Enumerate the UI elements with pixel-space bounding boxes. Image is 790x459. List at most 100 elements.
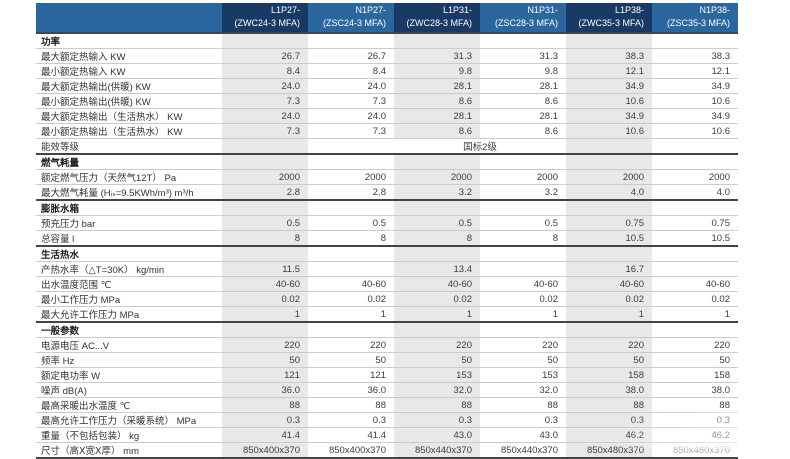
table-row: 最小工作压力 MPa 0.02 0.02 0.02 0.02 0.02 0.02 — [36, 291, 738, 307]
spec-cell: 0.3 — [394, 412, 480, 428]
spec-cell — [222, 138, 308, 154]
row-label: 出水温度范围 ℃ — [41, 280, 112, 291]
spec-cell: 88 — [566, 397, 652, 413]
section-empty-cell — [394, 154, 480, 170]
spec-cell: 34.9 — [566, 108, 652, 124]
spec-cell: 12.1 — [711, 65, 731, 77]
spec-cell: 8 — [552, 232, 558, 244]
table-row: 最小额定热输出（生活热水） KW 7.3 7.3 8.6 8.6 10.6 10.6 — [36, 123, 738, 139]
spec-cell: 153 — [394, 367, 480, 383]
column-header-model: N1P31- — [527, 5, 558, 16]
row-label: 最大允许工作压力 MPa — [41, 310, 140, 321]
spec-cell: 2000 — [222, 169, 308, 185]
spec-cell: 10.6 — [566, 93, 652, 109]
row-label: 额定燃气压力（天然气12T） Pa — [41, 173, 177, 184]
row-label: 电源电压 AC...V — [41, 341, 110, 352]
column-header-model: L1P38- — [614, 5, 644, 16]
spec-cell: 11.5 — [222, 261, 308, 277]
column-header-model: L1P31- — [442, 5, 472, 16]
spec-cell: 24.0 — [222, 78, 308, 94]
spec-cell: 8.6 — [394, 93, 480, 109]
section-empty-cell — [480, 322, 566, 338]
row-label: 最大额定热输入 KW — [41, 52, 126, 63]
spec-cell: 850x440x370 — [394, 442, 480, 458]
spec-cell: 38.0 — [711, 384, 731, 396]
section-empty-cell — [394, 322, 480, 338]
spec-cell: 16.7 — [566, 261, 652, 277]
table-row: 最大额定热输出（生活热水） KW 24.0 24.0 28.1 28.1 34.9 34.9 — [36, 108, 738, 124]
spec-cell: 88 — [222, 397, 308, 413]
spec-cell — [652, 262, 738, 277]
spec-cell: 1 — [394, 306, 480, 322]
spec-cell: 850x440x370 — [500, 444, 558, 456]
section-empty-cell — [480, 33, 566, 49]
spec-cell: 850x480x370 — [566, 442, 652, 458]
row-label: 最小额定热输入 KW — [41, 67, 126, 78]
spec-cell: 32.0 — [539, 384, 559, 396]
table-row: 最大燃气耗量 (Hᵢₛ=9.5KWh/m³) m³/h 2.8 2.8 3.2 3.2 4… — [36, 184, 738, 200]
spec-cell: 40-60 — [361, 278, 386, 290]
table-row: 额定电功率 W 121 121 153 153 158 158 — [36, 367, 738, 383]
spec-cell: 3.2 — [544, 186, 558, 198]
column-header-model: N1P38- — [699, 5, 730, 16]
spec-cell: 10.6 — [711, 95, 731, 107]
spec-cell — [652, 139, 738, 155]
table-row: 最小额定热输入 KW 8.4 8.4 9.8 9.8 12.1 12.1 — [36, 63, 738, 79]
spec-cell: 34.9 — [711, 110, 731, 122]
spec-cell: 12.1 — [566, 63, 652, 79]
section-empty-cell — [308, 154, 394, 170]
spec-cell: 40-60 — [533, 278, 558, 290]
spec-cell: 43.0 — [394, 427, 480, 443]
row-label: 额定电功率 W — [41, 371, 101, 382]
row-label: 预充压力 bar — [41, 219, 96, 230]
spec-cell: 0.5 — [222, 215, 308, 231]
section-title: 功率 — [41, 37, 61, 48]
spec-cell: 0.02 — [539, 293, 559, 305]
section-title: 生活热水 — [41, 250, 80, 261]
section-empty-cell — [480, 200, 566, 216]
spec-cell: 0.3 — [222, 412, 308, 428]
spec-cell: 0.5 — [544, 217, 558, 229]
spec-cell: 10.6 — [566, 123, 652, 139]
spec-cell: 41.4 — [222, 427, 308, 443]
spec-cell: 0.75 — [566, 215, 652, 231]
row-label: 最大额定热输出(供暖) KW — [41, 82, 151, 93]
header-label-cell — [36, 3, 222, 33]
table-header: L1P27- (ZWC24-3 MFA) N1P27- (ZSC24-3 MFA) L1… — [36, 3, 738, 33]
spec-cell: 4.0 — [716, 186, 730, 198]
spec-cell: 31.3 — [394, 48, 480, 64]
section-title: 一般参数 — [41, 326, 80, 337]
column-header: N1P31- (ZSC28-3 MFA) — [480, 3, 566, 33]
column-header-code: (ZSC24-3 MFA) — [322, 17, 386, 28]
merged-value-cell: 国标2级 — [463, 142, 497, 153]
spec-cell: 31.3 — [539, 50, 559, 62]
section-empty-cell — [222, 33, 308, 49]
spec-cell: 0.3 — [716, 414, 730, 426]
spec-cell: 8 — [380, 232, 386, 244]
spec-cell: 46.2 — [566, 427, 652, 443]
spec-cell: 50 — [566, 352, 652, 368]
table-row: 最大允许工作压力 MPa 1 1 1 1 1 1 — [36, 306, 738, 322]
spec-cell: 50 — [394, 352, 480, 368]
column-header-code: (ZWC35-3 MFA) — [578, 17, 644, 28]
row-label: 最小额定热输出(供暖) KW — [41, 97, 151, 108]
spec-cell: 88 — [394, 397, 480, 413]
row-label: 最小额定热输出（生活热水） KW — [41, 127, 183, 138]
section-empty-cell — [394, 200, 480, 216]
table-row: 最小额定热输出(供暖) KW 7.3 7.3 8.6 8.6 10.6 10.6 — [36, 93, 738, 109]
spec-cell: 40-60 — [394, 276, 480, 292]
section-empty-cell — [222, 200, 308, 216]
section-row: 一般参数 — [36, 322, 738, 338]
spec-cell: 8.6 — [544, 125, 558, 137]
spec-cell: 8 — [394, 230, 480, 246]
spec-cell: 1 — [380, 308, 386, 320]
section-empty-cell — [308, 246, 394, 262]
table-row: 噪声 dB(A) 36.0 36.0 32.0 32.0 38.0 38.0 — [36, 382, 738, 398]
row-label: 产热水率（△T=30K） kg/min — [41, 265, 165, 276]
section-empty-cell — [566, 154, 652, 170]
spec-table: L1P27- (ZWC24-3 MFA) N1P27- (ZSC24-3 MFA) L1… — [36, 3, 738, 459]
table-row: 最高允许工作压力（采暖系统） MPa 0.3 0.3 0.3 0.3 0.3 0.3 — [36, 412, 738, 428]
section-empty-cell — [566, 33, 652, 49]
spec-cell: 28.1 — [394, 108, 480, 124]
spec-cell: 10.5 — [711, 232, 731, 244]
